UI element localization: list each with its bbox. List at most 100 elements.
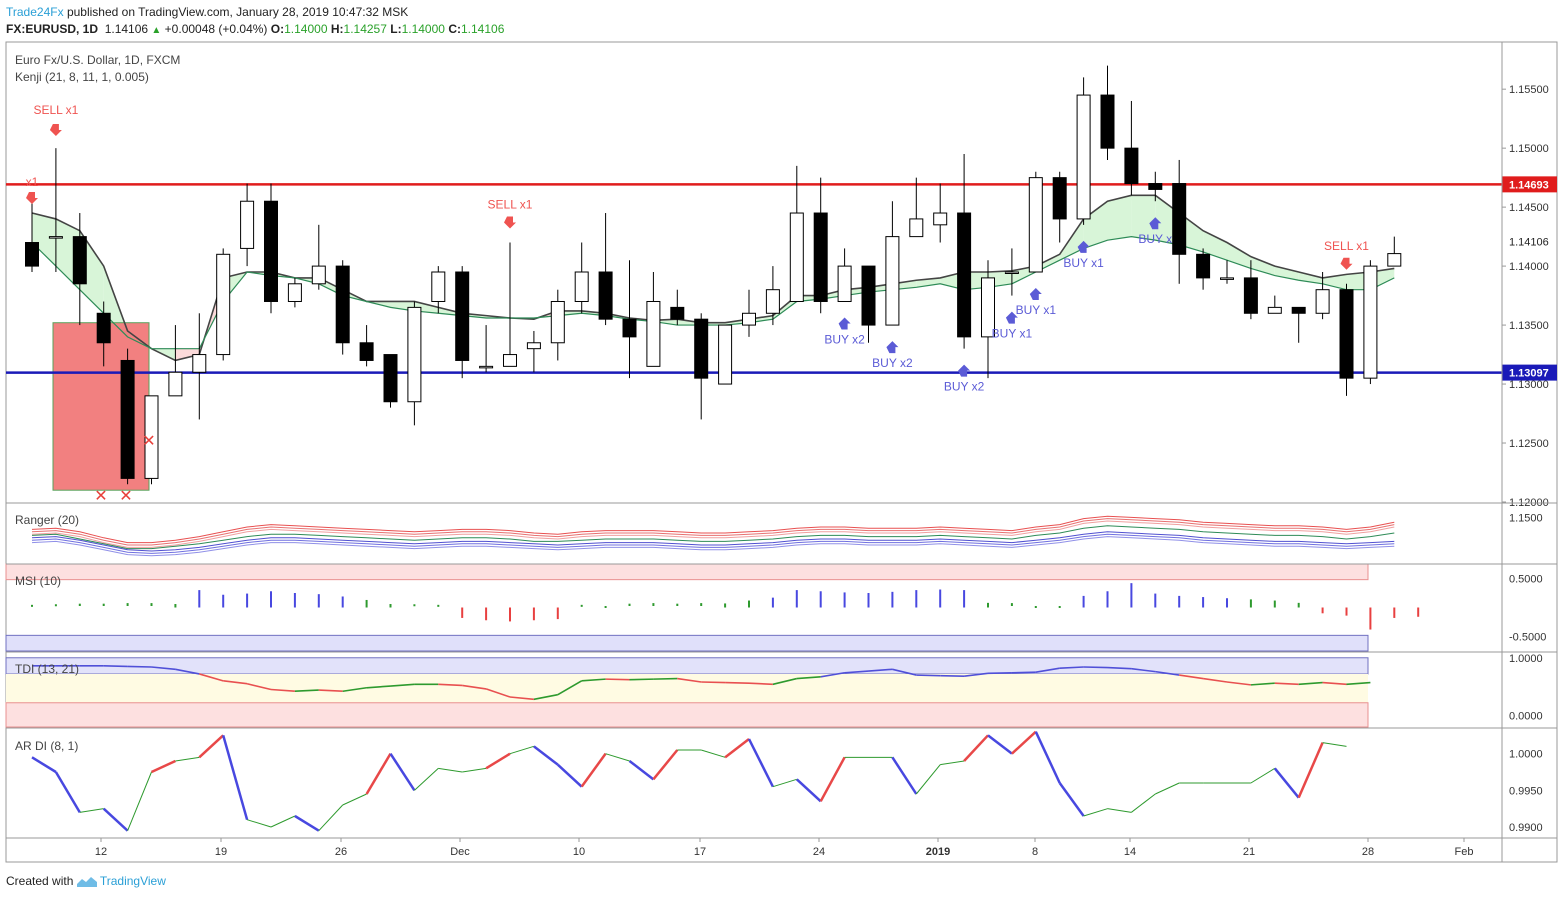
price-level-tag: [1502, 176, 1557, 193]
tdi-line-segment: [509, 696, 534, 701]
last-price: 1.14106: [104, 22, 149, 36]
candle-body: [1100, 94, 1115, 149]
buy-arrow-icon: [1005, 311, 1018, 324]
msi-bar: [1154, 593, 1157, 608]
open-label: O:: [270, 22, 285, 36]
ardi-line-segment: [318, 804, 344, 832]
candle-body: [25, 242, 39, 267]
y-tick-label: 1.15000: [1509, 143, 1549, 155]
x-tick-label: 21: [1243, 846, 1255, 858]
tdi-line-segment: [533, 693, 558, 701]
msi-bar: [580, 604, 583, 607]
tdi-line-segment: [1298, 681, 1323, 686]
tdi-line-segment: [557, 680, 583, 696]
tradingview-link[interactable]: TradingView: [99, 874, 166, 888]
tdi-line-segment: [438, 683, 463, 687]
ardi-title: AR DI (8, 1): [15, 739, 78, 753]
tdi-line-segment: [1179, 674, 1204, 680]
candle-body: [670, 306, 685, 320]
tdi-line-segment: [151, 666, 176, 671]
ardi-line-segment: [819, 756, 846, 802]
msi-bar: [604, 606, 607, 608]
x-tick-label: 26: [335, 846, 347, 858]
created-with-label: Created with: [6, 874, 74, 888]
y-tick-label: -0.5000: [1509, 632, 1546, 644]
tdi-line-segment: [1155, 670, 1180, 676]
msi-bar: [54, 604, 57, 607]
tdi-line-segment: [1131, 667, 1156, 673]
msi-bar: [1249, 599, 1252, 608]
y-tick-label: 1.13000: [1509, 379, 1549, 391]
msi-bar: [1393, 607, 1396, 618]
ardi-line-segment: [221, 734, 249, 821]
ranger-band-line: [31, 536, 1395, 557]
ardi-line-segment: [533, 745, 559, 766]
tdi-line-segment: [916, 674, 941, 677]
buy-signal-label: BUY x2: [944, 380, 985, 394]
x-tick-label: 19: [215, 846, 227, 858]
candle-body: [789, 212, 804, 302]
ardi-line-segment: [175, 756, 200, 762]
ardi-line-segment: [389, 752, 416, 792]
candle-body: [1220, 277, 1234, 280]
candle-body: [837, 265, 852, 302]
tdi-line-segment: [318, 689, 343, 693]
ardi-line-segment: [701, 749, 726, 758]
candle-body: [407, 306, 422, 403]
sell-arrow-icon: [504, 216, 516, 229]
msi-bar: [317, 594, 320, 608]
candle-body: [431, 271, 446, 302]
msi-bar: [198, 590, 201, 608]
price-level-tag-label: 1.13097: [1509, 368, 1549, 380]
msi-bar: [652, 603, 655, 606]
msi-bar: [413, 604, 416, 607]
msi-bar: [1297, 602, 1300, 608]
msi-bar: [1178, 595, 1181, 608]
msi-bar: [1417, 607, 1420, 617]
msi-bar: [891, 591, 894, 608]
buy-arrow-icon: [1149, 217, 1162, 230]
tdi-line-segment: [485, 688, 511, 698]
msi-bar: [102, 603, 105, 606]
ardi-line-segment: [54, 771, 81, 813]
candle-body: [885, 236, 900, 326]
tdi-line-segment: [605, 678, 630, 681]
candle-body: [1387, 253, 1402, 267]
time-axis[interactable]: 12 19 26 Dec 10 17 24 2019 8 14 21 28 Feb: [6, 42, 1557, 862]
ardi-line-segment: [605, 753, 630, 762]
exit-marker-icon: ✕: [94, 488, 107, 505]
tdi-line-segment: [223, 680, 248, 685]
last-price-label: 1.14106: [1509, 237, 1549, 249]
buy-signal-label: BUY x2: [824, 332, 865, 346]
tdi-line-segment: [342, 686, 367, 693]
msi-bar: [341, 596, 344, 608]
tradingview-logo-icon: [76, 877, 97, 888]
brand-link[interactable]: Trade24Fx: [6, 5, 64, 19]
msi-bar: [389, 604, 392, 608]
ranger-pane[interactable]: Ranger (20) 1.1500: [15, 512, 1543, 557]
msi-bar: [78, 603, 81, 606]
tdi-pane[interactable]: TDI (13, 21) 1.0000 0.0000: [5, 653, 1543, 728]
sell-signal-label: SELL x1: [1324, 239, 1369, 253]
ardi-pane[interactable]: AR DI (8, 1) 1.0000 0.9950 0.9900: [15, 730, 1543, 834]
y-tick-label: 1.0000: [1509, 749, 1543, 761]
msi-pane[interactable]: MSI (10) 0.5000 -0.5000: [5, 563, 1546, 652]
candle-body: [216, 253, 231, 356]
tdi-line-segment: [1083, 666, 1108, 669]
kenji-cloud-segment: [1203, 230, 1227, 261]
msi-bar: [509, 607, 511, 622]
ardi-line-segment: [294, 814, 320, 832]
sell-signal-label: SELL x1: [488, 198, 533, 212]
buy-arrow-icon: [958, 364, 971, 377]
ardi-line-segment: [485, 752, 511, 770]
msi-bar: [867, 593, 870, 608]
up-arrow-icon: ▲: [151, 25, 162, 36]
msi-bar: [222, 594, 225, 608]
msi-bar: [246, 593, 249, 608]
candle-body: [1196, 253, 1211, 279]
candle-body: [1339, 289, 1354, 379]
price-pane[interactable]: ✕ ✕ ✕ SELL x1 x1 SELL x1 BUY x2 BUY x2 BUY x2 BUY…: [6, 53, 1557, 509]
candle-body: [622, 318, 637, 338]
candle-body: [1243, 277, 1258, 314]
